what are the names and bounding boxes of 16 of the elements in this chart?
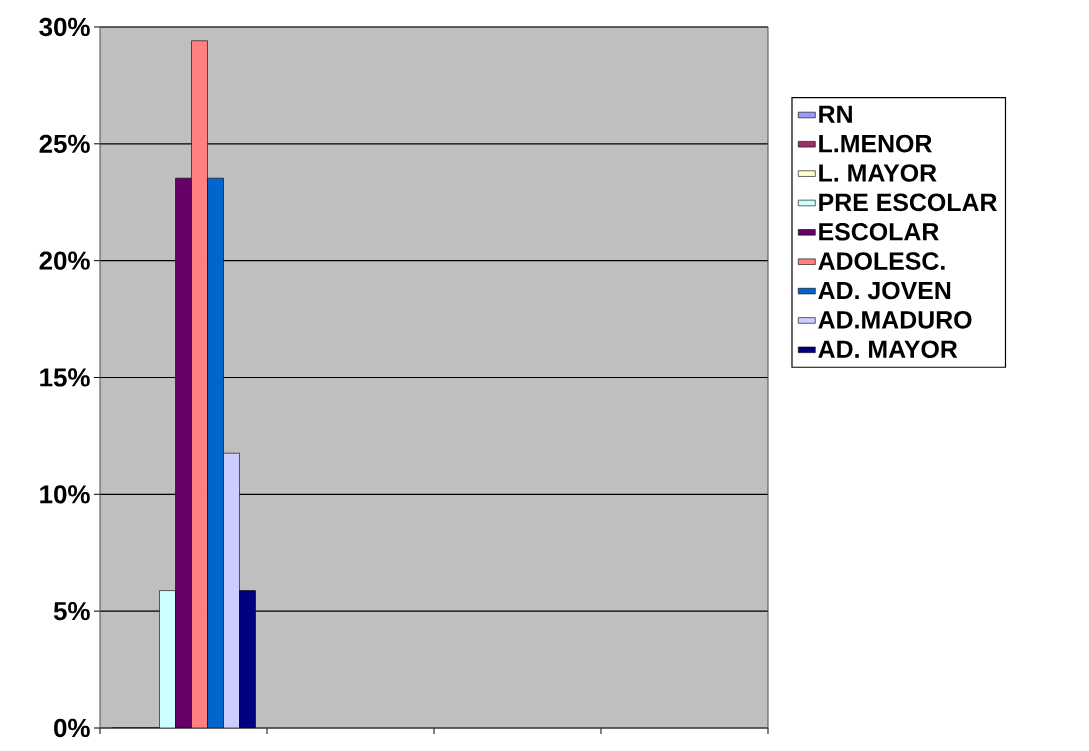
y-tick-label: 20% <box>39 251 90 270</box>
legend-label: L. MAYOR <box>819 164 937 182</box>
y-tick-label: 10% <box>40 485 90 504</box>
y-tick-label: 5% <box>53 602 90 621</box>
y-tick-label: 15% <box>40 368 90 387</box>
legend-label: ADOLESC. <box>818 252 945 270</box>
legend-label: ESCOLAR <box>819 222 939 241</box>
y-tick-label: 0% <box>54 718 90 738</box>
legend-label: AD.MADURO <box>818 311 972 329</box>
legend-label: AD. MAYOR <box>818 340 958 359</box>
legend-label: RN <box>819 105 852 123</box>
y-tick-label: 30% <box>39 17 90 37</box>
legend-label: L.MENOR <box>819 134 932 153</box>
y-tick-label: 25% <box>39 134 90 153</box>
legend-label: PRE ESCOLAR <box>819 193 997 212</box>
legend-label: AD. JOVEN <box>818 281 951 300</box>
